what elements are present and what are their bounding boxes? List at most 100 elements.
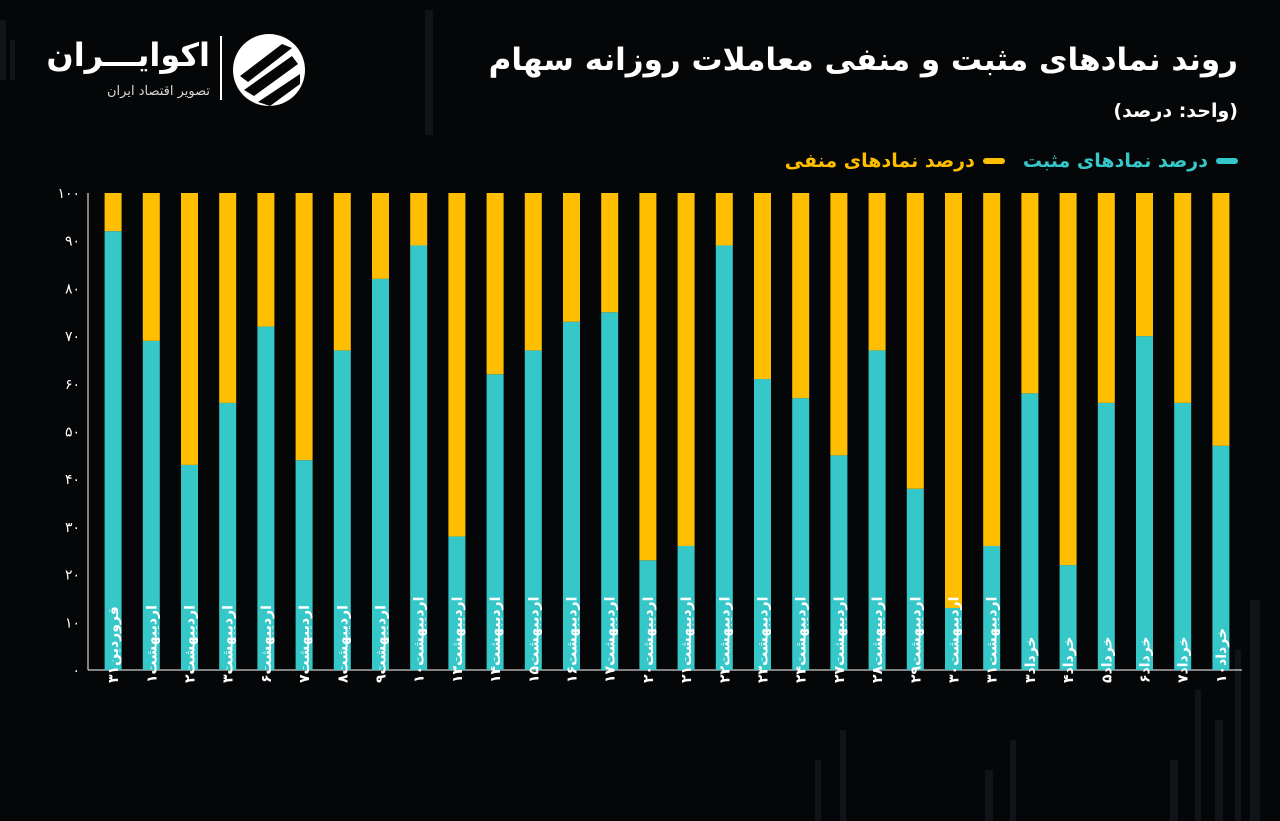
- x-tick-label: خرداد۶: [1138, 636, 1154, 683]
- x-tick-label: اردیبهشت۲۴: [794, 597, 810, 683]
- chart-legend: درصد نمادهای مثبت درصد نمادهای منفی: [785, 150, 1238, 172]
- x-tick-label: اردیبهشت۹: [374, 605, 390, 683]
- x-tick-label: اردیبهشت۲: [183, 605, 199, 683]
- bar-negative: [1212, 193, 1230, 446]
- y-tick-label: ۳۰: [65, 520, 80, 536]
- bar-positive: [333, 350, 351, 670]
- x-tick-label: فروردین۳۱: [106, 606, 122, 683]
- bar-positive: [754, 379, 771, 670]
- x-tick-label: خرداد۵: [1099, 636, 1115, 683]
- bar-positive: [486, 374, 504, 670]
- bar-positive: [983, 545, 1001, 670]
- bar-positive: [1136, 336, 1153, 670]
- legend-swatch-positive: [1216, 158, 1238, 164]
- bar-negative: [142, 193, 160, 341]
- y-tick-label: ۴۰: [65, 472, 80, 488]
- y-tick-labels: ۰ ۱۰ ۲۰ ۳۰ ۴۰ ۵۰ ۶۰ ۷۰ ۸۰ ۹۰ ۱۰۰: [57, 186, 80, 679]
- bar-positive: [1097, 402, 1115, 670]
- bar-positive: [906, 488, 924, 670]
- bar-positive: [715, 245, 733, 670]
- y-tick-label: ۶۰: [65, 377, 80, 393]
- bar-negative: [754, 193, 771, 380]
- bar-negative: [486, 193, 504, 375]
- x-tick-label: اردیبهشت۲۲: [717, 597, 733, 683]
- x-tick-label: اردیبهشت۲۷: [832, 597, 848, 683]
- y-tick-label: ۹۰: [65, 234, 80, 250]
- x-tick-label: اردیبهشت۲۸: [870, 597, 886, 683]
- y-tick-label: ۸۰: [65, 281, 80, 297]
- y-tick-label: ۲۰: [65, 568, 80, 584]
- bar-negative: [104, 193, 122, 232]
- x-tick-label: اردیبهشت۲۰: [641, 597, 657, 683]
- bar-negative: [639, 193, 657, 561]
- bar-negative: [372, 193, 389, 279]
- bar-negative: [906, 193, 924, 489]
- bar-negative: [830, 193, 848, 456]
- bar-negative: [563, 193, 580, 322]
- bar-positive: [563, 321, 580, 670]
- x-tick-label: خرداد۱۰: [1214, 628, 1230, 683]
- bar-positive: [945, 607, 962, 670]
- bar-negative: [601, 193, 619, 313]
- bar-negative: [677, 193, 695, 546]
- y-tick-label: ۵۰: [65, 425, 80, 441]
- bar-positive: [639, 560, 657, 670]
- bar-negative: [219, 193, 237, 403]
- x-tick-labels: فروردین۳۱ اردیبهشت۱ اردیبهشت۲ اردیبهشت۳ اردی…: [106, 597, 1230, 683]
- bar-negative: [868, 193, 886, 351]
- brand-name: اکوایـــران: [46, 36, 210, 74]
- x-tick-label: اردیبهشت۶: [259, 605, 275, 683]
- bar-positive: [1021, 393, 1039, 670]
- bar-negative: [1174, 193, 1192, 403]
- x-tick-label: اردیبهشت۱۵: [526, 597, 542, 683]
- bar-positive: [524, 350, 542, 670]
- bar-negative: [524, 193, 542, 351]
- bar-negative: [1059, 193, 1077, 566]
- x-tick-label: اردیبهشت۱: [144, 605, 160, 683]
- brand-logo: اکوایـــران تصویر اقتصاد ایران: [46, 32, 315, 112]
- bar-positive: [868, 350, 886, 670]
- bar-positive: [677, 545, 695, 670]
- bar-negative: [945, 193, 962, 608]
- x-tick-label: اردیبهشت۲۱: [679, 597, 695, 683]
- x-tick-label: اردیبهشت۱۶: [565, 597, 581, 683]
- legend-label-positive: درصد نمادهای مثبت: [1022, 150, 1208, 172]
- bar-negative: [295, 193, 313, 461]
- x-tick-label: اردیبهشت۷: [297, 605, 313, 683]
- bar-positive: [1212, 445, 1230, 670]
- bar-positive: [257, 326, 275, 670]
- chart-title: روند نمادهای مثبت و منفی معاملات روزانه …: [488, 42, 1238, 78]
- y-tick-label: ۱۰: [65, 615, 80, 631]
- bar-negative: [333, 193, 351, 351]
- brand-mark-icon: [233, 34, 305, 106]
- bar-positive: [1059, 565, 1077, 670]
- bars-group: [104, 193, 1230, 670]
- x-tick-label: اردیبهشت۳: [221, 605, 237, 683]
- bar-positive: [219, 402, 237, 670]
- bar-positive: [448, 536, 466, 670]
- x-tick-label: اردیبهشت۱۰: [412, 597, 428, 683]
- bar-positive: [410, 245, 428, 670]
- bar-negative: [1021, 193, 1039, 394]
- x-tick-label: خرداد۷: [1176, 636, 1192, 683]
- legend-swatch-negative: [982, 158, 1005, 164]
- x-tick-label: خرداد۴: [1061, 636, 1077, 683]
- chart-unit: (واحد: درصد): [1113, 100, 1238, 122]
- brand-divider: [220, 36, 222, 100]
- brand-subtitle: تصویر اقتصاد ایران: [107, 84, 210, 99]
- x-tick-label: اردیبهشت۳۰: [947, 597, 963, 683]
- x-tick-label: اردیبهشت۲۳: [756, 597, 772, 683]
- bar-negative: [792, 193, 810, 399]
- legend-item-positive: درصد نمادهای مثبت: [1023, 150, 1238, 172]
- x-tick-label: خرداد۳: [1023, 636, 1039, 683]
- y-tick-label: ۰: [72, 663, 80, 679]
- bar-negative: [1136, 193, 1153, 337]
- x-tick-label: اردیبهشت۱۳: [450, 597, 466, 683]
- bar-negative: [715, 193, 733, 246]
- bar-positive: [142, 340, 160, 670]
- legend-item-negative: درصد نمادهای منفی: [785, 150, 1005, 172]
- bar-positive: [601, 312, 619, 670]
- x-tick-label: اردیبهشت۲۹: [908, 597, 924, 683]
